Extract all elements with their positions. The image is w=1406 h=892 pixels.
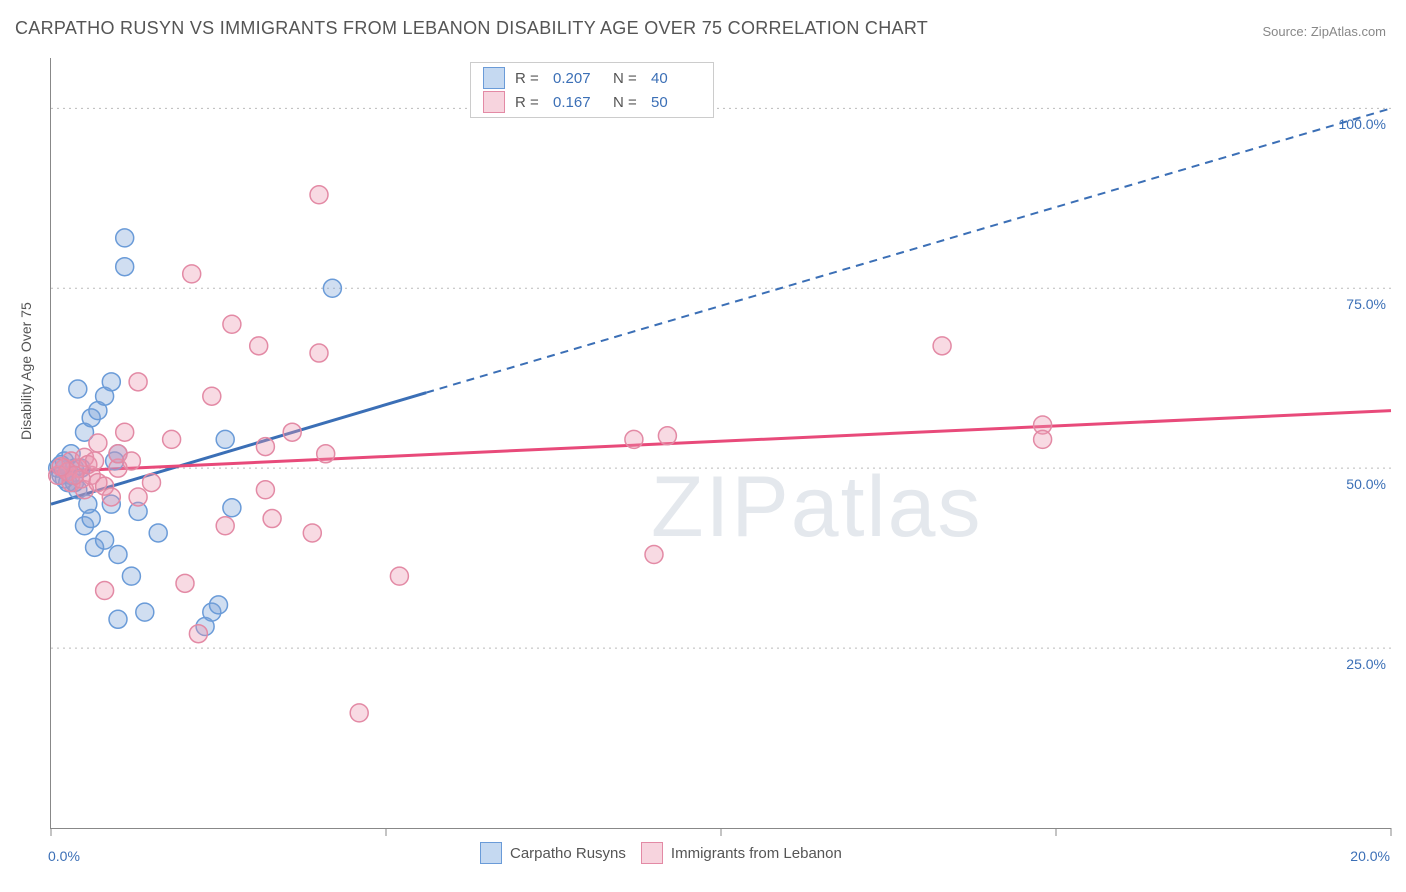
series-legend: Carpatho Rusyns Immigrants from Lebanon (480, 842, 842, 864)
correlation-row-2: R = 0.167 N = 50 (483, 91, 701, 113)
r-label: R = (515, 70, 543, 87)
y-tick-label: 75.0% (1346, 296, 1386, 312)
r-value-2: 0.167 (553, 94, 603, 111)
legend-label-2: Immigrants from Lebanon (671, 845, 842, 862)
r-value-1: 0.207 (553, 70, 603, 87)
n-label: N = (613, 70, 641, 87)
legend-label-1: Carpatho Rusyns (510, 845, 626, 862)
y-tick-label: 25.0% (1346, 656, 1386, 672)
x-tick-20: 20.0% (1350, 848, 1390, 864)
y-tick-label: 50.0% (1346, 476, 1386, 492)
r-label: R = (515, 94, 543, 111)
n-value-2: 50 (651, 94, 701, 111)
chart-svg (51, 58, 1391, 828)
y-axis-label: Disability Age Over 75 (18, 302, 34, 440)
source-attribution: Source: ZipAtlas.com (1262, 24, 1386, 39)
series-swatch-1 (483, 67, 505, 89)
y-tick-label: 100.0% (1339, 116, 1386, 132)
plot-area: ZIPatlas (50, 58, 1391, 829)
legend-swatch-1 (480, 842, 502, 864)
chart-container: CARPATHO RUSYN VS IMMIGRANTS FROM LEBANO… (0, 0, 1406, 892)
x-tick-0: 0.0% (48, 848, 80, 864)
legend-item-2: Immigrants from Lebanon (641, 842, 842, 864)
n-value-1: 40 (651, 70, 701, 87)
legend-item-1: Carpatho Rusyns (480, 842, 626, 864)
correlation-legend: R = 0.207 N = 40 R = 0.167 N = 50 (470, 62, 714, 118)
series-swatch-2 (483, 91, 505, 113)
correlation-row-1: R = 0.207 N = 40 (483, 67, 701, 89)
legend-swatch-2 (641, 842, 663, 864)
n-label: N = (613, 94, 641, 111)
chart-title: CARPATHO RUSYN VS IMMIGRANTS FROM LEBANO… (15, 18, 928, 39)
